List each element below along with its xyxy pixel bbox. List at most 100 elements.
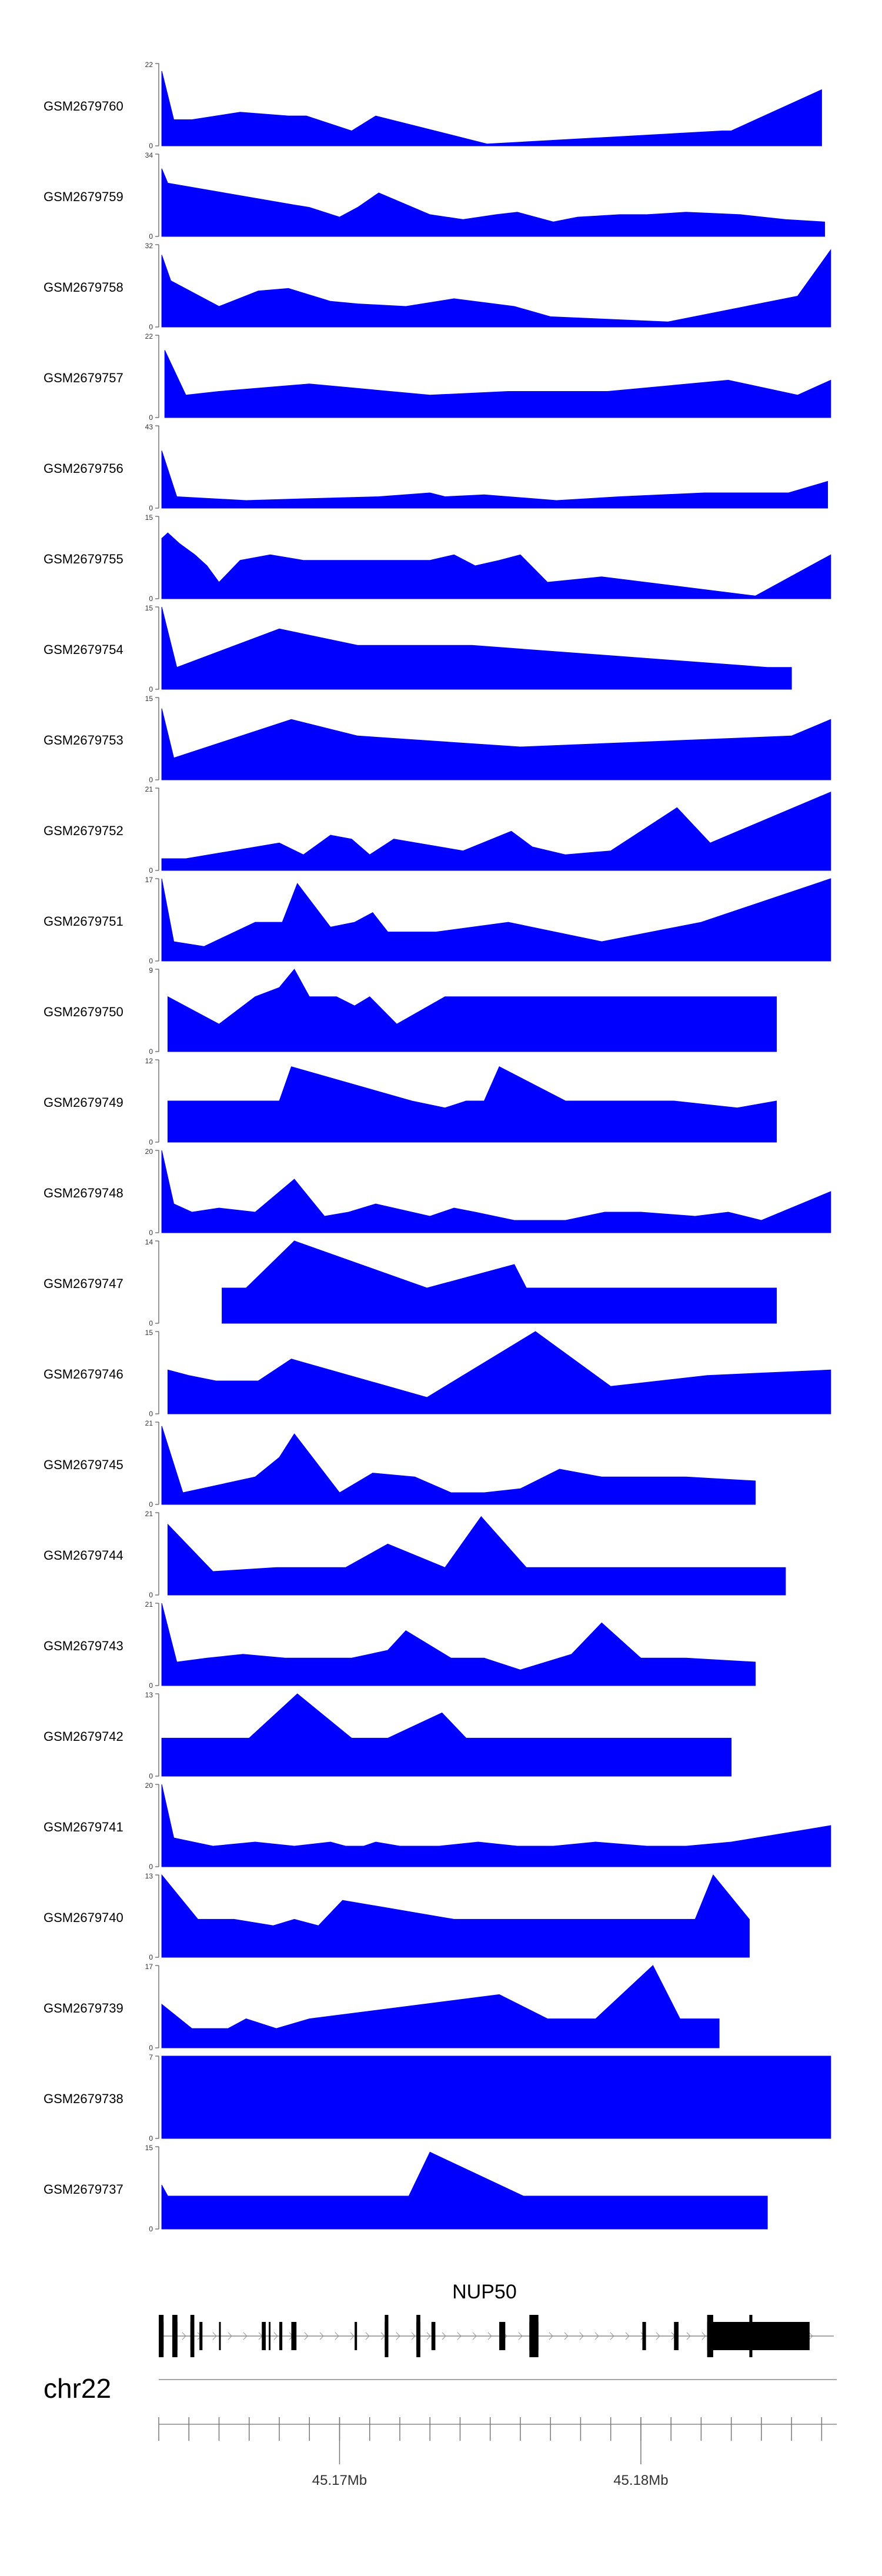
track-GSM2679741: GSM2679741 20 0 (44, 1781, 831, 1871)
track-label: GSM2679759 (44, 189, 123, 204)
strand-chevron (518, 2332, 523, 2340)
exon-block (262, 2322, 266, 2350)
track-y-min-label: 0 (149, 595, 153, 603)
exon-block-tall (385, 2315, 389, 2357)
track-y-min-label: 0 (149, 685, 153, 693)
track-label: GSM2679756 (44, 461, 123, 476)
track-GSM2679759: GSM2679759 34 0 (44, 151, 825, 241)
track-y-max-label: 22 (145, 332, 153, 341)
track-label: GSM2679747 (44, 1276, 123, 1291)
track-y-max-label: 22 (145, 61, 153, 69)
track-label: GSM2679742 (44, 1729, 123, 1744)
strand-chevron (182, 2332, 186, 2340)
track-label: GSM2679755 (44, 552, 123, 566)
track-y-max-label: 14 (145, 1238, 153, 1246)
strand-chevron (457, 2332, 462, 2340)
strand-chevron (472, 2332, 477, 2340)
strand-chevron (243, 2332, 248, 2340)
strand-chevron (212, 2332, 217, 2340)
track-y-min-label: 0 (149, 776, 153, 784)
track-y-max-label: 32 (145, 242, 153, 250)
track-GSM2679748: GSM2679748 20 0 (44, 1147, 831, 1237)
track-y-min-label: 0 (149, 323, 153, 331)
track-coverage-area (167, 1066, 777, 1143)
track-y-max-label: 15 (145, 2144, 153, 2152)
track-y-min-label: 0 (149, 504, 153, 512)
strand-chevron (350, 2332, 355, 2340)
track-y-min-label: 0 (149, 232, 153, 241)
strand-chevron (411, 2332, 416, 2340)
track-coverage-area (161, 2151, 768, 2230)
track-label: GSM2679740 (44, 1910, 123, 1925)
track-coverage-area (161, 451, 828, 509)
track-y-max-label: 15 (145, 513, 153, 522)
track-label: GSM2679751 (44, 914, 123, 929)
track-y-min-label: 0 (149, 1319, 153, 1327)
exon-block-tall (416, 2315, 420, 2357)
track-y-max-label: 15 (145, 604, 153, 612)
exon-block (674, 2322, 679, 2350)
track-y-max-label: 17 (145, 1963, 153, 1971)
track-GSM2679760: GSM2679760 22 0 (44, 61, 822, 150)
track-label: GSM2679760 (44, 99, 123, 114)
strand-chevron (273, 2332, 278, 2340)
exon-block-tall (159, 2315, 164, 2357)
strand-chevron (396, 2332, 400, 2340)
track-y-min-label: 0 (149, 1500, 153, 1509)
exon-block (785, 2322, 810, 2350)
track-GSM2679744: GSM2679744 21 0 (44, 1510, 786, 1599)
strand-chevron (335, 2332, 339, 2340)
exon-block (707, 2322, 789, 2350)
track-coverage-area (161, 878, 831, 962)
strand-chevron (426, 2332, 431, 2340)
track-y-max-label: 20 (145, 1147, 153, 1156)
genome-axis-track: chr22 45.17Mb 45.18Mb (44, 2373, 837, 2488)
track-coverage-area (161, 2056, 831, 2139)
track-y-max-label: 21 (145, 1600, 153, 1609)
track-y-max-label: 15 (145, 1329, 153, 1337)
track-GSM2679740: GSM2679740 13 0 (44, 1872, 750, 1961)
track-y-min-label: 0 (149, 142, 153, 150)
track-coverage-area (161, 606, 792, 690)
track-coverage-area (161, 1693, 732, 1777)
track-y-max-label: 13 (145, 1691, 153, 1699)
track-y-min-label: 0 (149, 1229, 153, 1237)
strand-chevron (579, 2332, 584, 2340)
track-GSM2679739: GSM2679739 17 0 (44, 1963, 720, 2052)
track-y-min-label: 0 (149, 957, 153, 965)
track-label: GSM2679749 (44, 1095, 123, 1110)
track-label: GSM2679739 (44, 2001, 123, 2016)
strand-chevron (564, 2332, 569, 2340)
strand-chevron (442, 2332, 446, 2340)
track-y-min-label: 0 (149, 413, 153, 422)
track-y-min-label: 0 (149, 1863, 153, 1871)
track-label: GSM2679746 (44, 1367, 123, 1382)
track-label: GSM2679753 (44, 733, 123, 748)
strand-chevron (625, 2332, 630, 2340)
track-label: GSM2679741 (44, 1820, 123, 1834)
track-GSM2679737: GSM2679737 15 0 (44, 2144, 768, 2233)
strand-chevron (487, 2332, 492, 2340)
track-y-min-label: 0 (149, 1953, 153, 1961)
exon-block (219, 2322, 221, 2350)
track-y-max-label: 17 (145, 876, 153, 884)
exon-block (269, 2322, 271, 2350)
track-coverage-area (161, 1965, 720, 2048)
track-y-min-label: 0 (149, 1591, 153, 1599)
exon-block-tall (707, 2315, 713, 2357)
track-GSM2679738: GSM2679738 7 0 (44, 2053, 831, 2143)
exon-block (642, 2322, 646, 2350)
track-coverage-area (161, 791, 831, 871)
strand-chevron (549, 2332, 553, 2340)
track-GSM2679751: GSM2679751 17 0 (44, 876, 831, 965)
track-y-max-label: 9 (149, 966, 153, 975)
track-y-max-label: 13 (145, 1872, 153, 1880)
track-y-max-label: 34 (145, 151, 153, 159)
track-label: GSM2679738 (44, 2091, 123, 2106)
track-coverage-area (161, 71, 822, 146)
track-y-min-label: 0 (149, 2044, 153, 2052)
track-GSM2679752: GSM2679752 21 0 (44, 785, 831, 875)
axis-tick-label: 45.17Mb (312, 2472, 367, 2488)
track-label: GSM2679737 (44, 2182, 123, 2197)
